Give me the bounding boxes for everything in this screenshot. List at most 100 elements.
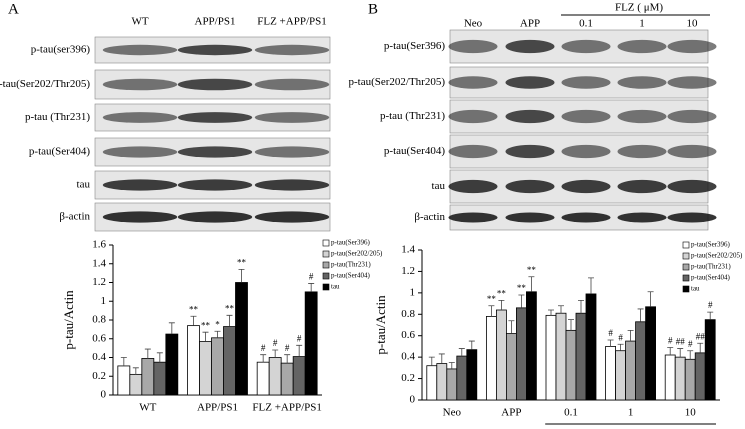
blot-band [254, 179, 330, 191]
legend-swatch [682, 241, 690, 249]
blot-band [102, 179, 178, 191]
blot-band [254, 44, 330, 56]
error-bar [667, 347, 674, 355]
legend-swatch [682, 285, 690, 293]
bar [466, 349, 478, 401]
blot-band [667, 109, 717, 124]
blot-row-label: β-actin [414, 211, 445, 223]
lane-group-label: FLZ ( μM) [615, 2, 663, 14]
blot-row-label: p-tau(Ser404) [29, 146, 90, 158]
legend-label: p-tau(Ser396) [691, 241, 731, 249]
x-tick-label: 1 [628, 407, 634, 419]
y-tick-label: 1.4 [401, 244, 415, 256]
bar [684, 358, 696, 401]
error-bar [308, 283, 315, 292]
error-bar [687, 350, 694, 360]
bar [555, 312, 567, 401]
bar [304, 291, 318, 396]
blot-row-label: β-actin [59, 211, 90, 223]
bar [165, 333, 179, 396]
error-bar [458, 348, 465, 357]
error-bar [568, 319, 574, 331]
y-axis-label: p-tau/Actin [373, 295, 388, 355]
y-tick-label: 0.2 [401, 372, 415, 384]
significance-mark: ** [189, 304, 199, 314]
blot-row-label: p-tau(ser396) [31, 44, 91, 56]
blot-band [667, 76, 717, 89]
bar [446, 368, 458, 401]
bar [292, 356, 306, 396]
blot-row-label: p-tau (Thr231) [380, 110, 445, 122]
error-bar [214, 330, 221, 338]
error-bar [226, 314, 233, 327]
error-bar [607, 339, 614, 347]
bar [615, 350, 626, 401]
error-bar [677, 348, 684, 358]
blot-row-label: tau [77, 179, 91, 191]
y-tick-label: 0 [410, 394, 416, 406]
significance-mark: ** [487, 294, 497, 304]
legend-label: p-tau(Thr231) [691, 263, 731, 271]
error-bar [284, 354, 291, 364]
bar [117, 365, 131, 396]
error-bar [202, 331, 209, 342]
lane-label: APP/PS1 [195, 16, 236, 28]
significance-mark: # [285, 343, 290, 353]
bar [704, 319, 716, 401]
bar [456, 355, 468, 401]
legend-label: p-tau(Ser202/205) [691, 252, 743, 260]
significance-mark: * [215, 319, 220, 329]
error-bar [132, 367, 139, 375]
error-bar [548, 309, 554, 316]
significance-mark: # [297, 333, 302, 343]
blot-band [177, 112, 253, 123]
y-tick-label: 0.4 [401, 351, 415, 363]
lane-label: 0.1 [579, 18, 593, 30]
significance-mark: ## [676, 337, 686, 347]
x-tick-label: 0.1 [564, 407, 578, 419]
blot-band [448, 76, 498, 89]
bar [575, 312, 587, 401]
blot-band [102, 211, 178, 223]
significance-mark: # [668, 336, 673, 346]
blot-band [617, 109, 667, 124]
significance-mark: # [608, 328, 613, 338]
bar [526, 291, 537, 401]
blot-band [617, 212, 667, 223]
blot-band [448, 109, 498, 124]
blot-band [667, 144, 717, 159]
blot-band [448, 144, 498, 159]
bar [605, 346, 616, 401]
blot-row-label: p-tau(Ser202/Thr205) [348, 76, 445, 88]
significance-mark: # [309, 272, 314, 282]
blot-band [561, 179, 611, 194]
blot-band [177, 146, 253, 158]
panel-label: A [8, 1, 19, 17]
error-bar [144, 348, 151, 359]
bar [256, 361, 270, 396]
legend-swatch [682, 263, 690, 271]
error-bar [120, 357, 127, 366]
blot-band [254, 112, 330, 123]
y-tick-label: 0.2 [92, 370, 106, 382]
bar [187, 325, 200, 396]
x-tick-label: WT [139, 402, 156, 414]
error-bar [508, 320, 515, 334]
legend-swatch [322, 261, 330, 269]
bar [694, 352, 706, 401]
error-bar [448, 362, 455, 369]
error-bar [498, 299, 505, 310]
bar [199, 341, 212, 396]
y-tick-label: 1 [410, 286, 416, 298]
legend-label: p-tau(Ser404) [331, 272, 371, 280]
blot-band [561, 76, 611, 89]
blot-band [177, 78, 253, 91]
error-bar [260, 354, 267, 363]
error-bar [558, 305, 564, 314]
x-tick-label: 10 [685, 407, 697, 419]
legend-label: p-tau(Ser404) [691, 274, 731, 282]
significance-mark: # [688, 339, 693, 349]
lane-label: WT [131, 16, 148, 28]
lane-label: 10 [687, 18, 699, 30]
